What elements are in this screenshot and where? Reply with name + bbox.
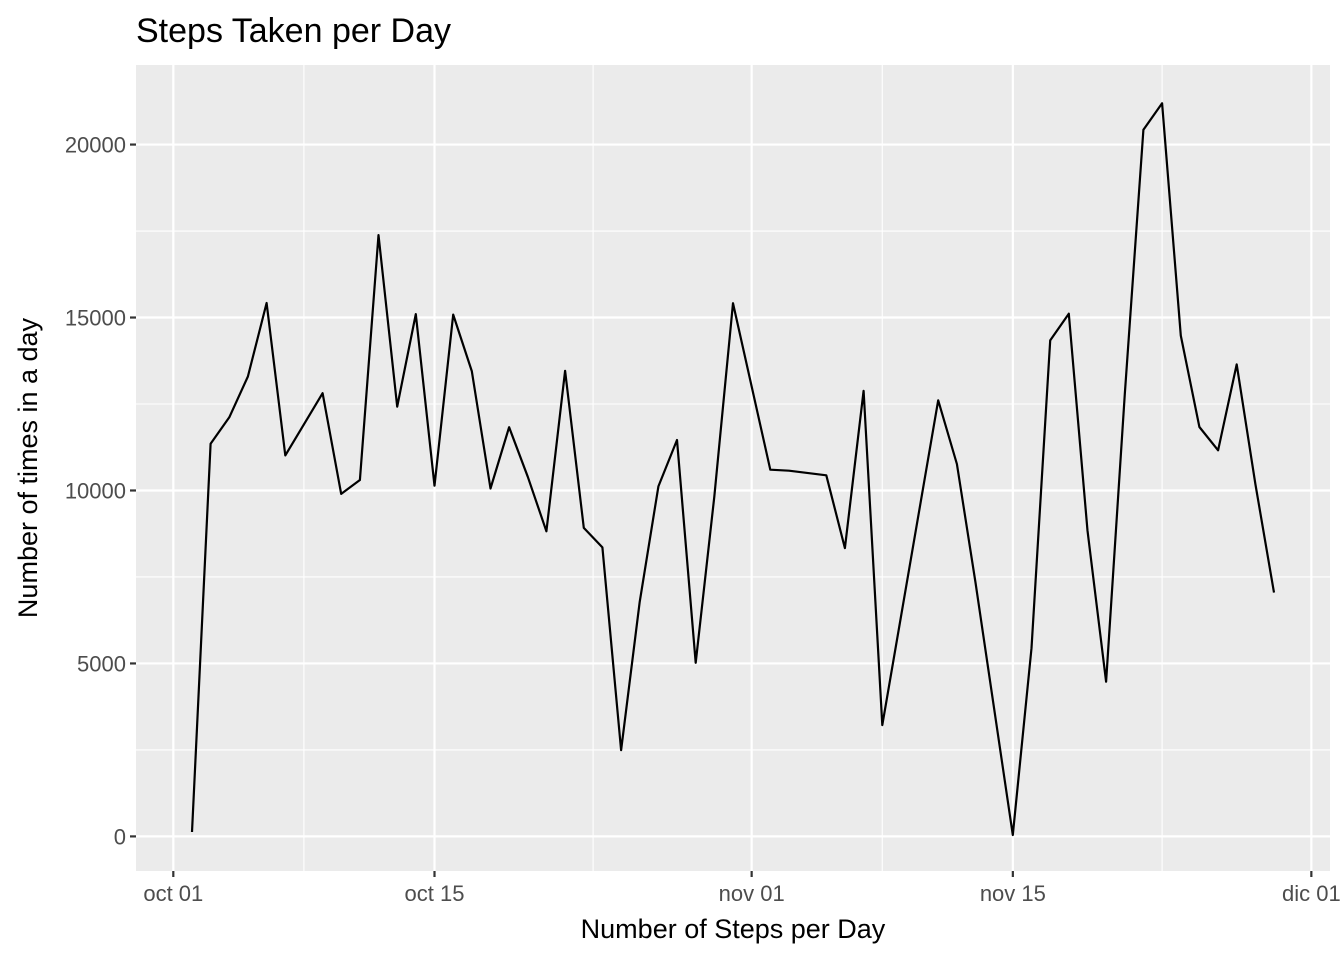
series-layer [190, 102, 1276, 837]
minor-gridlines [136, 65, 1330, 871]
plot-panel [136, 65, 1330, 871]
y-tick-label: 20000 [65, 133, 126, 158]
x-tick-label: nov 01 [719, 881, 785, 906]
x-tick-label: nov 15 [980, 881, 1046, 906]
y-tick-label: 5000 [77, 651, 126, 676]
x-tick-label: dic 01 [1282, 881, 1341, 906]
y-tick-label: 15000 [65, 306, 126, 331]
y-tick-label: 0 [114, 824, 126, 849]
y-axis-title: Number of times in a day [13, 317, 43, 618]
x-tick-label: oct 01 [143, 881, 203, 906]
series-line [190, 102, 1276, 837]
x-axis-title: Number of Steps per Day [581, 914, 886, 944]
x-tick-label: oct 15 [405, 881, 465, 906]
major-gridlines [136, 65, 1330, 871]
x-axis: oct 01 oct 15 nov 01 nov 15 dic 01 [143, 871, 1341, 906]
y-axis: 0 5000 10000 15000 20000 [65, 133, 136, 849]
chart-title: Steps Taken per Day [136, 12, 451, 50]
y-tick-label: 10000 [65, 478, 126, 503]
